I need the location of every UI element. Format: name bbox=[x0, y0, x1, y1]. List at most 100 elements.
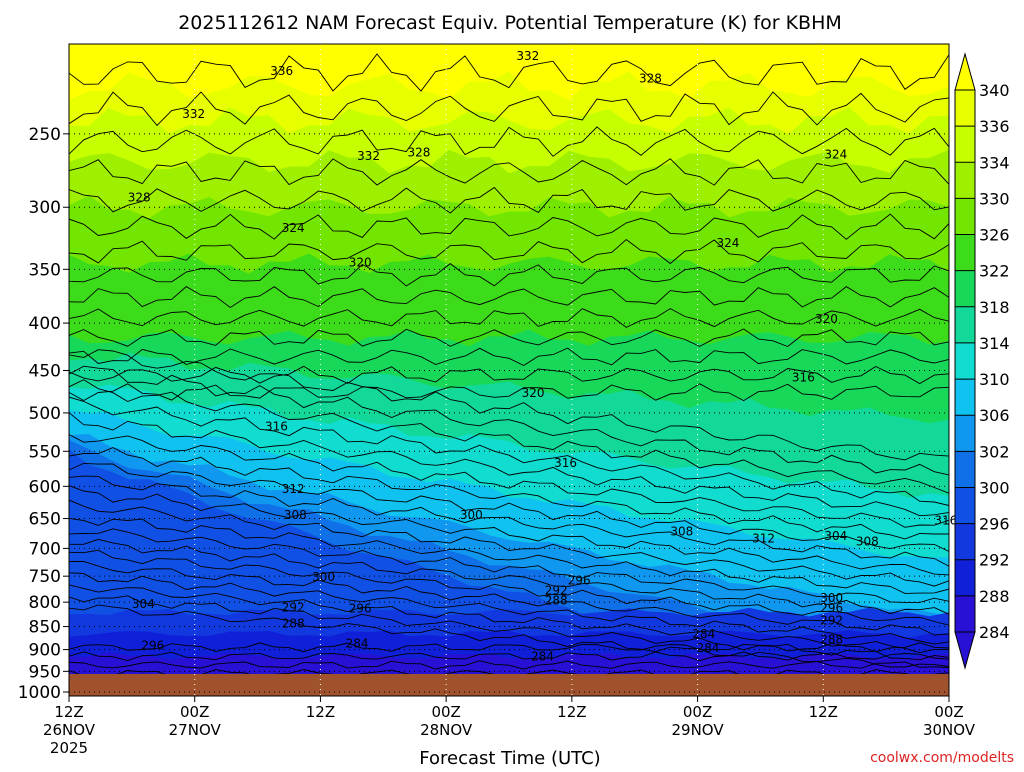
contour-line bbox=[69, 379, 949, 494]
x-tick-date: 27NOV bbox=[169, 721, 222, 739]
y-tick-label: 250 bbox=[29, 125, 61, 145]
y-tick-label: 400 bbox=[29, 314, 61, 334]
x-tick-date: 26NOV bbox=[43, 721, 96, 739]
contour-line bbox=[69, 126, 949, 157]
x-tick-date: 29NOV bbox=[672, 721, 725, 739]
contour-line bbox=[69, 572, 949, 645]
contour-label: 316 bbox=[934, 513, 957, 527]
x-tick-hour: 12Z bbox=[557, 703, 586, 721]
contour-line bbox=[69, 584, 949, 654]
colorbar-segment bbox=[955, 523, 975, 561]
colorbar-segment bbox=[955, 415, 975, 452]
contour-label: 308 bbox=[670, 524, 693, 538]
y-tick-label: 800 bbox=[29, 593, 61, 613]
contour-label: 320 bbox=[349, 255, 372, 269]
y-tick-label: 500 bbox=[29, 404, 61, 424]
colorbar-segment bbox=[955, 90, 975, 127]
y-tick-label: 650 bbox=[29, 510, 61, 530]
colorbar-label: 288 bbox=[979, 587, 1010, 606]
y-tick-label: 300 bbox=[29, 198, 61, 218]
contour-line bbox=[69, 462, 949, 552]
colorbar-label: 330 bbox=[979, 189, 1010, 208]
contour-label: 284 bbox=[531, 650, 554, 664]
contour-label: 332 bbox=[182, 107, 205, 121]
x-axis-label: Forecast Time (UTC) bbox=[419, 748, 600, 768]
contour-label: 316 bbox=[554, 456, 577, 470]
contour-label: 288 bbox=[820, 633, 843, 647]
contour-label: 292 bbox=[282, 601, 305, 615]
contour-label: 292 bbox=[820, 613, 843, 627]
x-tick-hour: 00Z bbox=[180, 703, 209, 721]
contour-label: 308 bbox=[284, 508, 307, 522]
contour-line bbox=[69, 412, 949, 517]
contour-line bbox=[69, 365, 949, 476]
contour-line bbox=[69, 499, 949, 587]
y-tick-label: 900 bbox=[29, 641, 61, 661]
contour-label: 316 bbox=[792, 371, 815, 385]
contour-line bbox=[69, 158, 949, 186]
contour-line bbox=[69, 328, 949, 348]
colorbar-segment bbox=[955, 198, 975, 236]
colorbar-label: 314 bbox=[979, 334, 1010, 353]
contour-label: 284 bbox=[692, 627, 715, 641]
y-tick-label: 1000 bbox=[18, 683, 61, 703]
x-tick-hour: 12Z bbox=[54, 703, 83, 721]
contour-label: 312 bbox=[752, 531, 775, 545]
contour-label: 316 bbox=[265, 419, 288, 433]
colorbar-segment bbox=[955, 487, 975, 525]
colorbar-bottom-arrow bbox=[954, 631, 976, 670]
colorbar-segment bbox=[955, 451, 975, 488]
y-tick-label: 350 bbox=[29, 260, 61, 280]
y-tick-label: 600 bbox=[29, 477, 61, 497]
x-tick-date: 30NOV bbox=[923, 721, 976, 739]
contour-line bbox=[69, 347, 949, 367]
x-tick-year: 2025 bbox=[50, 739, 88, 757]
contour-line bbox=[69, 485, 949, 576]
y-tick-label: 700 bbox=[29, 539, 61, 559]
contour-line bbox=[69, 538, 949, 615]
contour-labels: 336 332 332 332 328 328 328 324 324 324 320 320 320 3… bbox=[128, 49, 958, 664]
contour-label: 328 bbox=[639, 72, 662, 86]
contour-label: 304 bbox=[824, 529, 847, 543]
colorbar-label: 326 bbox=[979, 226, 1010, 245]
colorbar-segment bbox=[955, 595, 975, 633]
contour-line bbox=[69, 286, 949, 309]
contour-label: 336 bbox=[270, 64, 293, 78]
contour-label: 288 bbox=[282, 617, 305, 631]
contour-label: 296 bbox=[568, 573, 591, 587]
contour-label: 320 bbox=[815, 312, 838, 326]
colorbar-label: 292 bbox=[979, 551, 1010, 570]
contour-label: 328 bbox=[407, 146, 430, 160]
colorbar-segment bbox=[955, 379, 975, 416]
colorbar: 340 336 334 330 326 322 318 314 310 306 302 300 296 2… bbox=[954, 52, 1010, 670]
colorbar-label: 322 bbox=[979, 262, 1010, 281]
x-tick-hour: 00Z bbox=[431, 703, 460, 721]
x-tick-date: 28NOV bbox=[420, 721, 473, 739]
colorbar-segment bbox=[955, 270, 975, 308]
grid-lines bbox=[69, 44, 949, 696]
x-tick-hour: 12Z bbox=[306, 703, 335, 721]
colorbar-segment bbox=[955, 162, 975, 199]
colorbar-segment bbox=[955, 234, 975, 272]
contour-label: 332 bbox=[516, 49, 539, 63]
contour-line bbox=[69, 528, 949, 603]
contour-label: 324 bbox=[282, 221, 305, 235]
colorbar-segment bbox=[955, 306, 975, 344]
contour-line bbox=[69, 604, 949, 668]
y-axis: 250 300 350 400 450 500 550 600 650 700 750 800 850 9… bbox=[18, 125, 69, 703]
y-tick-label: 550 bbox=[29, 442, 61, 462]
contour-label: 296 bbox=[349, 602, 372, 616]
contour-lines bbox=[69, 53, 949, 695]
contour-line bbox=[69, 239, 949, 265]
colorbar-segment bbox=[955, 342, 975, 380]
contour-line bbox=[69, 549, 949, 626]
contour-label: 324 bbox=[824, 147, 847, 161]
contour-label: 292 bbox=[545, 583, 568, 597]
y-tick-label: 950 bbox=[29, 662, 61, 682]
contour-label: 288 bbox=[545, 594, 568, 608]
contour-line bbox=[69, 263, 949, 287]
colorbar-label: 296 bbox=[979, 515, 1010, 534]
contour-label: 308 bbox=[856, 534, 879, 548]
contour-label: 300 bbox=[460, 508, 483, 522]
